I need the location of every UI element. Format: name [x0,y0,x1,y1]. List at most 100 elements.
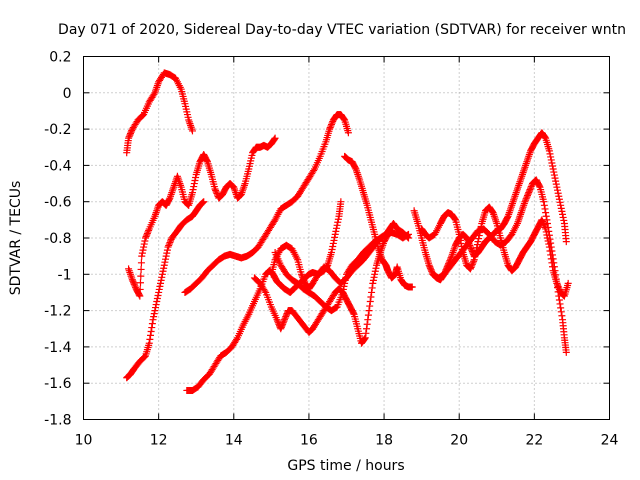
data-point [425,261,433,269]
data-point [328,245,336,253]
data-point [211,185,219,193]
data-point [552,271,560,279]
data-point [281,314,289,322]
data-point [365,307,373,315]
data-point [547,243,555,251]
data-point [559,213,567,221]
data-point [522,196,530,204]
data-point [137,265,145,273]
data-point [160,264,168,272]
data-point [446,255,454,263]
data-point [200,198,208,206]
data-point [361,334,369,342]
data-point [165,240,173,248]
data-point [153,295,161,302]
data-point [474,238,482,246]
data-point [372,264,380,272]
data-point [128,276,136,284]
data-point [297,270,305,278]
data-point [128,127,136,135]
data-point [524,190,532,198]
data-point [137,272,145,280]
data-point [545,231,553,239]
data-point [447,254,455,262]
data-point [299,275,307,283]
y-tick-label: -0.2 [44,122,71,138]
data-point [282,311,290,319]
data-point [278,322,286,330]
data-point [191,177,199,185]
data-point [556,300,564,308]
data-point [198,199,206,207]
data-point [151,307,159,315]
data-point [545,227,553,235]
x-tick-label: 24 [601,433,619,449]
data-point [426,263,434,271]
series-sat-d [183,198,345,394]
data-point [153,298,161,306]
data-point [310,167,318,175]
data-point [329,242,337,250]
data-point [212,188,220,196]
data-point [404,234,412,242]
data-point [557,201,565,209]
data-point [426,264,434,272]
x-tick-label: 22 [525,433,543,449]
data-point [126,130,134,138]
data-point [371,267,379,275]
data-point [188,189,196,197]
data-point [467,263,475,271]
data-point [468,262,476,270]
data-point [369,276,377,284]
data-point [363,325,371,333]
data-points [123,69,572,394]
data-point [152,301,160,309]
series-sat-b [125,134,279,300]
data-point [540,201,548,209]
data-point [140,240,148,248]
data-point [547,239,555,247]
data-point [146,335,154,343]
data-point [541,205,549,213]
data-point [544,223,552,231]
data-point [551,267,559,275]
data-point [281,316,289,324]
series-sat-k [418,203,572,300]
data-point [468,260,476,268]
data-point [135,291,143,299]
series-sat-a [123,69,196,157]
data-point [556,198,564,206]
data-point [340,115,348,123]
data-point [555,296,563,304]
data-point [427,266,435,274]
data-point [162,255,170,263]
data-point [562,238,570,246]
y-tick-label: 0 [63,86,72,102]
data-point [540,198,548,206]
data-point [332,224,340,232]
data-point [554,186,562,194]
data-point [129,277,137,285]
data-point [277,323,285,331]
data-point [280,317,288,325]
y-tick-label: -0.6 [44,195,71,211]
data-point [273,316,281,324]
data-point [144,228,152,236]
data-point [162,252,170,260]
data-point [141,237,149,245]
data-point [158,273,166,281]
data-point [366,298,374,306]
data-point [369,279,377,287]
data-point [142,232,150,240]
data-point [136,292,144,300]
data-point [540,220,548,228]
data-point [326,124,334,132]
data-point [333,221,341,229]
data-point [539,219,547,227]
data-point [339,288,347,296]
data-point [148,324,156,332]
data-point [467,245,475,253]
data-point [161,258,169,266]
data-point [154,291,162,299]
data-point [165,242,173,250]
